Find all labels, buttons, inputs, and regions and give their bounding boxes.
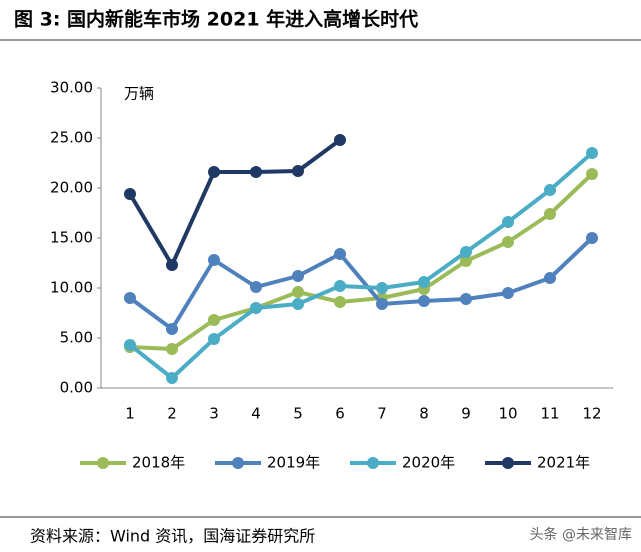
point <box>334 248 346 260</box>
point <box>376 282 388 294</box>
x-tick-label: 5 <box>293 405 303 423</box>
x-tick-label: 8 <box>419 405 429 423</box>
x-tick-label: 3 <box>209 405 219 423</box>
series-line <box>128 236 594 331</box>
legend-label: 2019年 <box>267 454 320 472</box>
x-tick-label: 2 <box>167 405 177 423</box>
y-tick-label: 30.00 <box>50 79 93 97</box>
point <box>250 166 262 178</box>
point <box>544 272 556 284</box>
x-tick-label: 12 <box>582 405 601 423</box>
point <box>502 236 514 248</box>
point <box>334 296 346 308</box>
series-line <box>128 138 342 267</box>
point <box>124 339 136 351</box>
point <box>334 134 346 146</box>
source: 资料来源：Wind 资讯，国海证券研究所 <box>30 527 315 546</box>
point <box>250 302 262 314</box>
series-line <box>128 151 594 380</box>
legend-label: 2020年 <box>402 454 455 472</box>
point <box>166 372 178 384</box>
y-tick-label: 5.00 <box>60 329 93 347</box>
point <box>502 287 514 299</box>
point <box>124 188 136 200</box>
y-tick-label: 25.00 <box>50 129 93 147</box>
x-tick-label: 1 <box>125 405 135 423</box>
point <box>208 166 220 178</box>
point <box>208 314 220 326</box>
point <box>418 276 430 288</box>
legend-label: 2018年 <box>132 454 185 472</box>
chart-title: 图 3: 国内新能车市场 2021 年进入高增长时代 <box>14 8 418 31</box>
point <box>166 323 178 335</box>
x-tick-label: 9 <box>461 405 471 423</box>
point <box>208 254 220 266</box>
point <box>166 343 178 355</box>
point <box>586 232 598 244</box>
y-tick-label: 0.00 <box>60 379 93 397</box>
legend-marker <box>502 457 514 469</box>
point <box>292 298 304 310</box>
legend-marker <box>97 457 109 469</box>
x-tick-label: 7 <box>377 405 387 423</box>
point <box>292 286 304 298</box>
x-tick-label: 6 <box>335 405 345 423</box>
point <box>586 168 598 180</box>
y-tick-label: 10.00 <box>50 279 93 297</box>
series-line <box>129 172 594 351</box>
point <box>586 147 598 159</box>
x-tick-label: 11 <box>540 405 559 423</box>
point <box>502 216 514 228</box>
legend-label: 2021年 <box>537 454 590 472</box>
y-tick-label: 15.00 <box>50 229 93 247</box>
watermark: 头条 @未来智库 <box>530 526 632 543</box>
point <box>292 270 304 282</box>
point <box>124 292 136 304</box>
point <box>460 255 472 267</box>
point <box>460 293 472 305</box>
point <box>460 246 472 258</box>
point <box>250 281 262 293</box>
point <box>292 165 304 177</box>
point <box>334 280 346 292</box>
x-tick-label: 4 <box>251 405 261 423</box>
y-tick-label: 20.00 <box>50 179 93 197</box>
point <box>544 184 556 196</box>
point <box>376 298 388 310</box>
x-tick-label: 10 <box>498 405 517 423</box>
point <box>418 295 430 307</box>
unit-label: 万辆 <box>124 85 154 103</box>
point <box>166 259 178 271</box>
legend-marker <box>232 457 244 469</box>
point <box>208 333 220 345</box>
legend-marker <box>367 457 379 469</box>
point <box>544 208 556 220</box>
